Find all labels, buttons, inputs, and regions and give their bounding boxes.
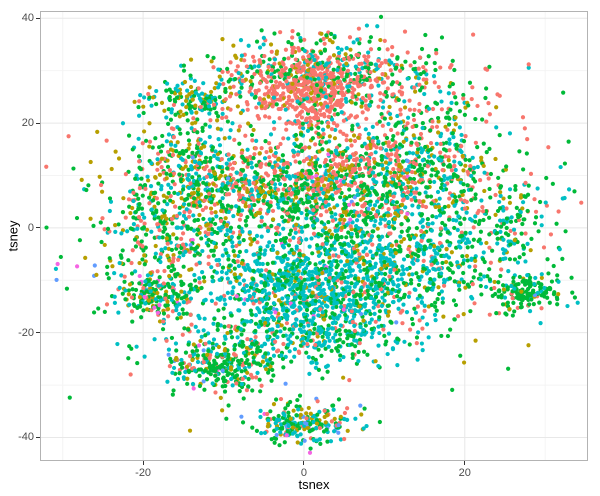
x-tick-label: 0: [300, 467, 307, 479]
y-tick-label: 20: [21, 117, 34, 130]
x-tick-label: 20: [458, 467, 471, 479]
y-tick-mark: [36, 436, 40, 438]
y-tick-mark: [36, 122, 40, 124]
y-tick-label: -40: [18, 431, 34, 444]
x-tick-mark: [303, 461, 305, 465]
y-tick-label: -20: [18, 326, 34, 339]
x-tick-label: -20: [135, 467, 152, 479]
y-tick-label: 0: [27, 221, 34, 234]
plot-panel: [40, 11, 588, 461]
x-axis-title: tsnex: [298, 477, 330, 492]
x-tick-mark: [464, 461, 466, 465]
y-tick-mark: [36, 17, 40, 19]
x-tick-mark: [142, 461, 144, 465]
scatter-points-canvas: [41, 12, 587, 460]
y-tick-mark: [36, 227, 40, 229]
y-tick-mark: [36, 332, 40, 334]
y-axis-title: tsney: [5, 220, 21, 252]
y-tick-label: 40: [21, 12, 34, 25]
